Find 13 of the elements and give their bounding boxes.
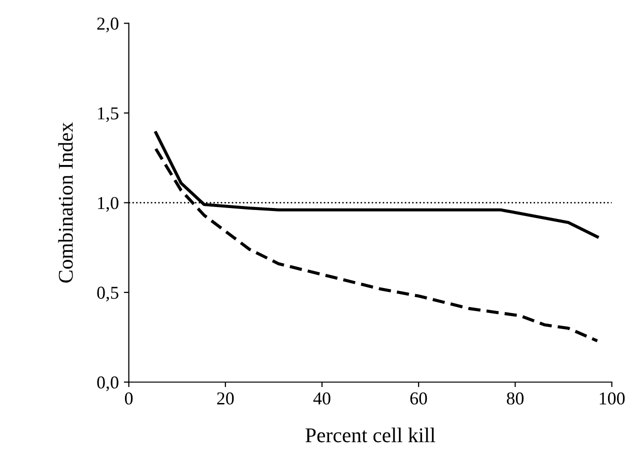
y-tick-label: 1,5 bbox=[98, 107, 118, 122]
x-tick-label: 40 bbox=[313, 392, 330, 405]
x-axis-title: Percent cell kill bbox=[306, 428, 436, 442]
x-tick-label: 20 bbox=[217, 392, 234, 405]
x-tick-label: 80 bbox=[506, 392, 524, 405]
y-tick-label: 0,5 bbox=[97, 286, 118, 302]
y-axis-title: Combination Index bbox=[58, 122, 73, 283]
x-tick-label: 60 bbox=[410, 392, 427, 405]
x-tick-label: 0 bbox=[124, 392, 133, 405]
y-tick-label: 0,0 bbox=[97, 376, 118, 392]
x-tick-label: 100 bbox=[600, 392, 625, 405]
y-tick-label: 1,0 bbox=[98, 196, 118, 212]
y-tick-label: 2,0 bbox=[97, 18, 118, 32]
